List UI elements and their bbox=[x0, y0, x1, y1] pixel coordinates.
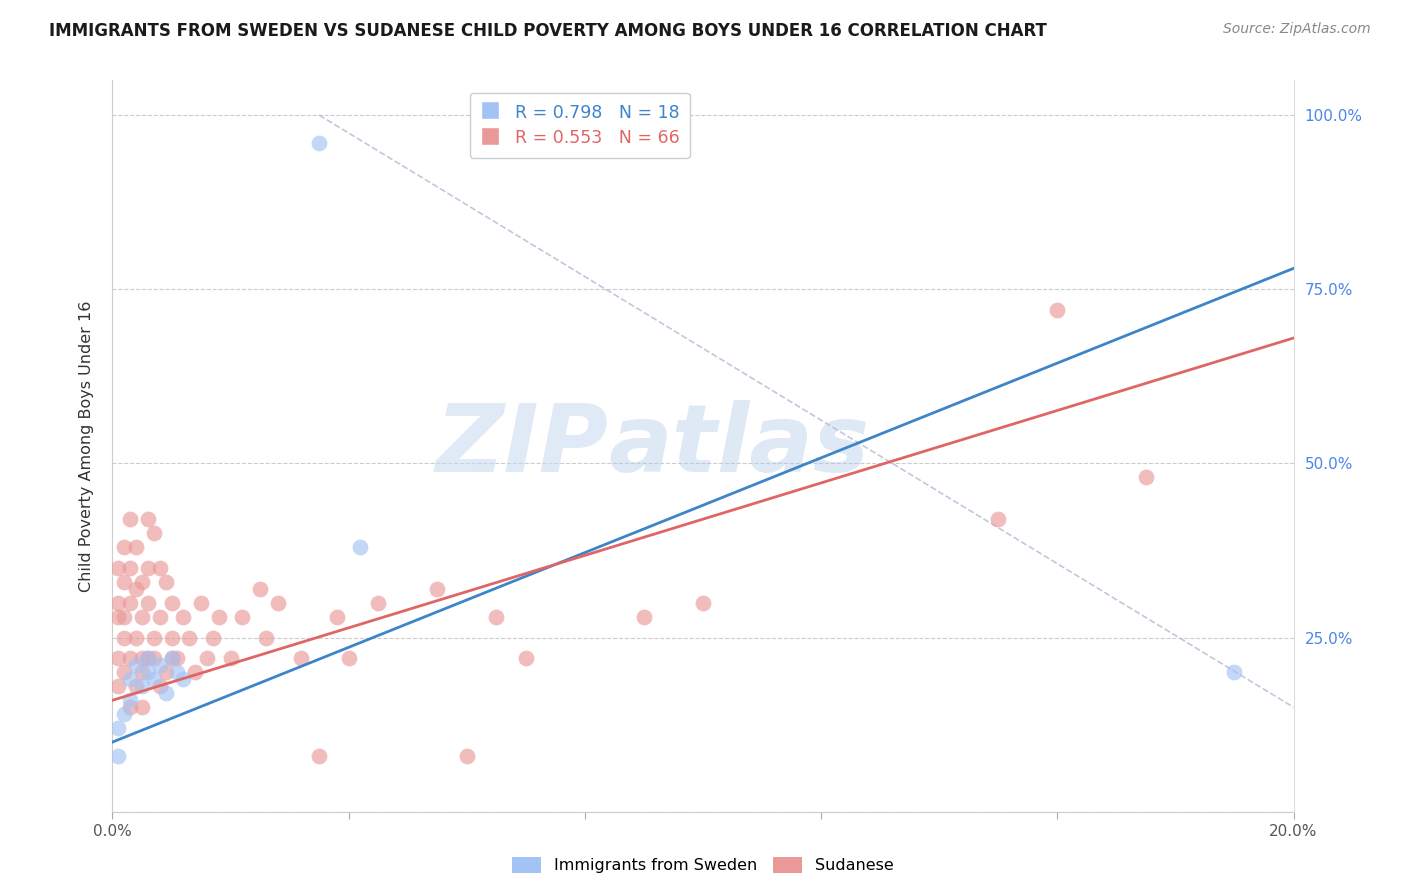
Text: Source: ZipAtlas.com: Source: ZipAtlas.com bbox=[1223, 22, 1371, 37]
Point bbox=[125, 540, 148, 554]
Point bbox=[131, 679, 153, 693]
Point bbox=[120, 700, 142, 714]
Point bbox=[249, 582, 271, 596]
Point bbox=[208, 609, 231, 624]
Point bbox=[155, 574, 177, 589]
Point bbox=[136, 596, 159, 610]
Point bbox=[131, 609, 153, 624]
Point bbox=[267, 596, 290, 610]
Point bbox=[107, 561, 129, 575]
Point bbox=[131, 574, 153, 589]
Point bbox=[456, 749, 478, 764]
Point bbox=[201, 631, 224, 645]
Point bbox=[179, 631, 201, 645]
Point bbox=[142, 526, 165, 541]
Point bbox=[131, 700, 153, 714]
Point bbox=[125, 658, 148, 673]
Point bbox=[125, 582, 148, 596]
Point bbox=[166, 651, 188, 665]
Point bbox=[308, 749, 330, 764]
Point bbox=[120, 596, 142, 610]
Text: IMMIGRANTS FROM SWEDEN VS SUDANESE CHILD POVERTY AMONG BOYS UNDER 16 CORRELATION: IMMIGRANTS FROM SWEDEN VS SUDANESE CHILD… bbox=[49, 22, 1047, 40]
Point bbox=[142, 651, 165, 665]
Point bbox=[184, 665, 207, 680]
Point bbox=[136, 561, 159, 575]
Point bbox=[155, 665, 177, 680]
Point bbox=[112, 631, 135, 645]
Point bbox=[367, 596, 389, 610]
Point bbox=[107, 651, 129, 665]
Point bbox=[172, 673, 194, 687]
Point bbox=[112, 665, 135, 680]
Point bbox=[195, 651, 218, 665]
Point bbox=[160, 631, 183, 645]
Legend: R = 0.798   N = 18, R = 0.553   N = 66: R = 0.798 N = 18, R = 0.553 N = 66 bbox=[470, 93, 690, 158]
Point bbox=[112, 609, 135, 624]
Point bbox=[142, 631, 165, 645]
Text: ZIP: ZIP bbox=[436, 400, 609, 492]
Point bbox=[120, 673, 142, 687]
Point bbox=[136, 512, 159, 526]
Point bbox=[149, 658, 172, 673]
Point bbox=[120, 651, 142, 665]
Point bbox=[107, 609, 129, 624]
Point bbox=[515, 651, 537, 665]
Point bbox=[112, 540, 135, 554]
Point bbox=[1135, 470, 1157, 484]
Point bbox=[1046, 303, 1069, 318]
Point bbox=[166, 665, 188, 680]
Point bbox=[160, 596, 183, 610]
Point bbox=[231, 609, 253, 624]
Point bbox=[125, 679, 148, 693]
Point bbox=[337, 651, 360, 665]
Point bbox=[107, 721, 129, 735]
Point bbox=[136, 651, 159, 665]
Point bbox=[149, 679, 172, 693]
Point bbox=[131, 651, 153, 665]
Point bbox=[290, 651, 312, 665]
Point bbox=[485, 609, 508, 624]
Point bbox=[136, 651, 159, 665]
Point bbox=[254, 631, 277, 645]
Point bbox=[692, 596, 714, 610]
Point bbox=[112, 574, 135, 589]
Point bbox=[107, 679, 129, 693]
Point bbox=[160, 651, 183, 665]
Point bbox=[120, 512, 142, 526]
Point bbox=[1223, 665, 1246, 680]
Point bbox=[120, 561, 142, 575]
Point bbox=[172, 609, 194, 624]
Point bbox=[142, 673, 165, 687]
Point bbox=[125, 631, 148, 645]
Legend: Immigrants from Sweden, Sudanese: Immigrants from Sweden, Sudanese bbox=[506, 850, 900, 880]
Point bbox=[190, 596, 212, 610]
Point bbox=[149, 561, 172, 575]
Point bbox=[107, 596, 129, 610]
Point bbox=[112, 707, 135, 722]
Point bbox=[155, 686, 177, 700]
Point bbox=[120, 693, 142, 707]
Point bbox=[149, 609, 172, 624]
Point bbox=[349, 540, 371, 554]
Point bbox=[326, 609, 349, 624]
Point bbox=[136, 665, 159, 680]
Point bbox=[131, 665, 153, 680]
Point bbox=[160, 651, 183, 665]
Point bbox=[107, 749, 129, 764]
Y-axis label: Child Poverty Among Boys Under 16: Child Poverty Among Boys Under 16 bbox=[79, 301, 94, 591]
Point bbox=[308, 136, 330, 150]
Point bbox=[426, 582, 449, 596]
Point bbox=[219, 651, 242, 665]
Point bbox=[633, 609, 655, 624]
Point bbox=[987, 512, 1010, 526]
Text: atlas: atlas bbox=[609, 400, 870, 492]
